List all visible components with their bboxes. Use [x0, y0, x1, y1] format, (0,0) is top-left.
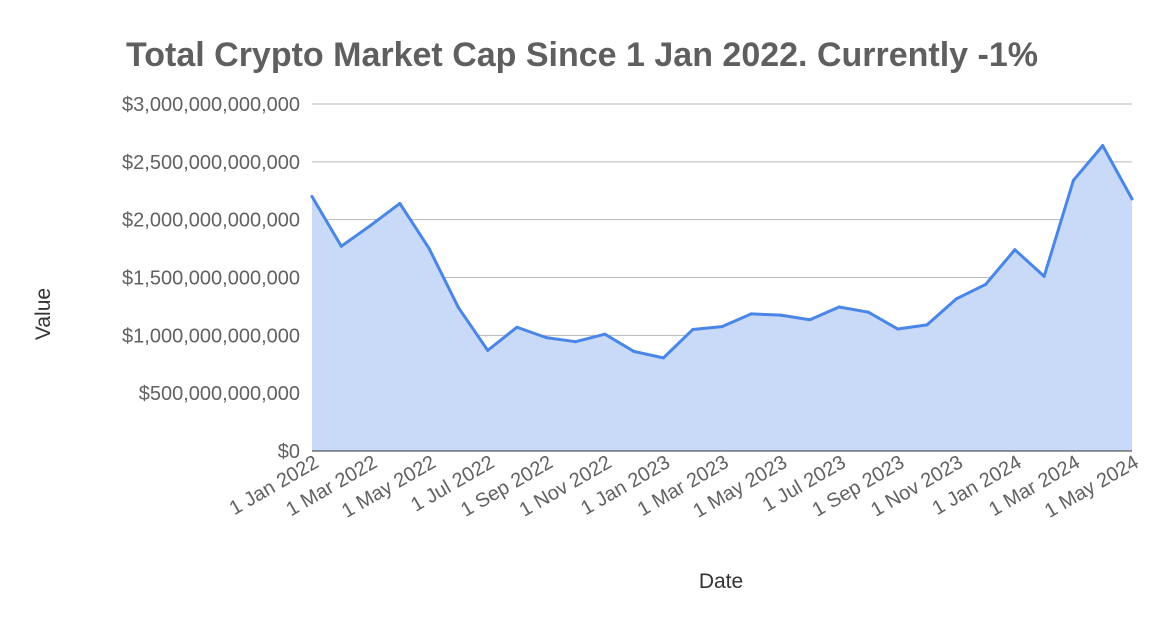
data-point	[544, 336, 548, 340]
data-point	[369, 223, 373, 227]
data-point	[632, 350, 636, 354]
data-point	[984, 282, 988, 286]
data-point	[398, 201, 402, 205]
data-point	[954, 297, 958, 301]
data-point	[837, 305, 841, 309]
data-point	[574, 340, 578, 344]
data-point	[427, 247, 431, 251]
data-point	[339, 244, 343, 248]
data-point	[720, 325, 724, 329]
data-point	[866, 310, 870, 314]
area-series	[310, 144, 1134, 452]
chart-title: Total Crypto Market Cap Since 1 Jan 2022…	[126, 36, 1038, 74]
y-tick-label: $1,500,000,000,000	[122, 268, 300, 290]
data-point	[808, 318, 812, 322]
data-point	[486, 348, 490, 352]
y-axis-label: Value	[32, 288, 55, 340]
data-point	[779, 313, 783, 317]
data-point	[1042, 274, 1046, 278]
data-point	[456, 306, 460, 310]
data-point	[1071, 178, 1075, 182]
y-tick-label: $0	[278, 441, 300, 463]
y-tick-label: $3,000,000,000,000	[122, 94, 300, 116]
y-tick-label: $2,500,000,000,000	[122, 152, 300, 174]
x-axis-label: Date	[699, 570, 743, 593]
data-point	[515, 325, 519, 329]
data-point	[310, 195, 314, 199]
y-axis-ticks: $0 $500,000,000,000 $1,000,000,000,000 $1,5…	[122, 94, 300, 463]
data-point	[1013, 248, 1017, 252]
y-tick-label: $2,000,000,000,000	[122, 210, 300, 232]
y-tick-label: $500,000,000,000	[139, 383, 300, 405]
data-point	[661, 356, 665, 360]
data-point	[925, 323, 929, 327]
data-point	[749, 312, 753, 316]
data-point	[691, 328, 695, 332]
y-tick-label: $1,000,000,000,000	[122, 325, 300, 347]
area-fill	[312, 145, 1132, 451]
data-point	[896, 327, 900, 331]
data-point	[603, 332, 607, 336]
data-point	[1101, 144, 1105, 148]
data-point	[1130, 197, 1134, 201]
